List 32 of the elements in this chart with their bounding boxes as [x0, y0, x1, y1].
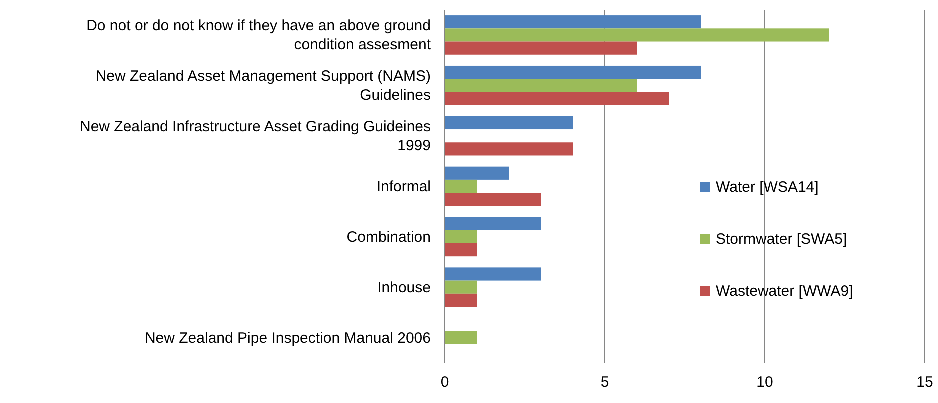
y-tick-label: Inhouse: [378, 279, 431, 296]
y-tick-label: Informal: [376, 178, 431, 196]
bar: [445, 142, 573, 156]
y-tick-label: New Zealand Asset Management Support (NAMS) Guidelines: [96, 68, 432, 104]
y-tick-label: Combination: [346, 228, 431, 246]
bar: [445, 331, 477, 344]
bar: [445, 16, 701, 29]
bar: [445, 268, 541, 281]
y-tick-label: New Zealand Pipe Inspection Manual 2006: [144, 330, 431, 347]
bar: [445, 79, 637, 92]
bar: [445, 28, 829, 42]
legend-label: Stormwater [SWA5]: [716, 231, 848, 248]
bar: [445, 180, 477, 194]
bar: [445, 166, 509, 180]
bar: [445, 280, 477, 294]
y-tick-label: New Zealand Infrastructure Asset Grading Guideines 1999: [80, 118, 431, 155]
bar: [445, 193, 541, 206]
legend-label: Wastewater [WWA9]: [716, 283, 854, 300]
bar: [445, 42, 637, 55]
bar: [445, 230, 477, 244]
y-tick-label: Do not or do not know if they have an above ground condition assesment: [86, 18, 432, 54]
legend-label: Water [WSA14]: [716, 179, 819, 196]
x-tick-label: 5: [600, 374, 610, 391]
bar: [445, 66, 701, 80]
bar: [445, 92, 669, 106]
bar: [445, 217, 541, 230]
x-tick-label: 15: [916, 374, 934, 391]
bar: [445, 116, 573, 130]
x-tick-label: 0: [440, 374, 450, 391]
x-tick-label: 10: [756, 374, 774, 391]
bar: [445, 243, 477, 257]
bar: [445, 294, 477, 308]
